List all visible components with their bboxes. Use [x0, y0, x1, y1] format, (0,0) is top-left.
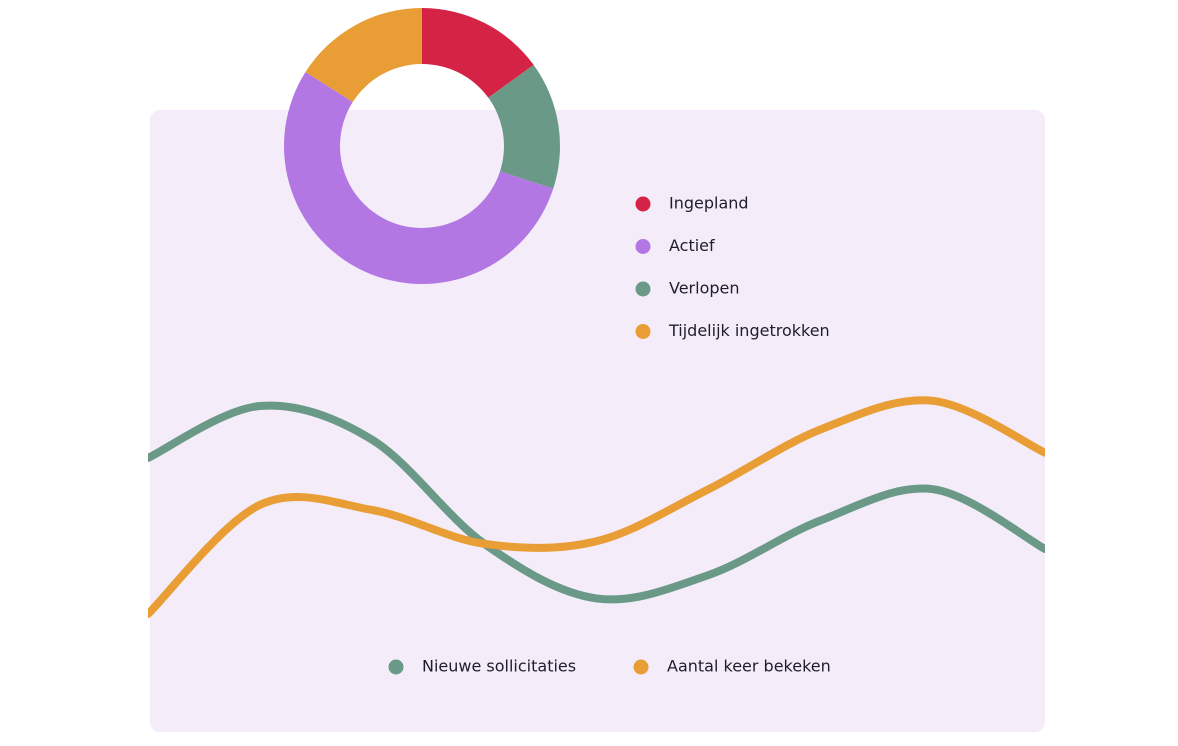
legend-marker — [635, 281, 651, 297]
plot-area — [148, 396, 1045, 618]
donut-slice — [283, 72, 554, 285]
donut-slice — [488, 64, 560, 189]
legend-marker — [633, 659, 649, 675]
legend-label: Aantal keer bekeken — [667, 657, 831, 676]
panel — [150, 110, 1045, 732]
legend-marker — [635, 239, 651, 254]
donut-slice — [422, 8, 534, 98]
donut-slice — [305, 8, 422, 103]
legend-label: Ingepland — [669, 194, 749, 213]
legend-label: Nieuwe sollicitaties — [422, 657, 576, 676]
legend-marker — [388, 659, 404, 675]
legend-marker — [635, 196, 651, 212]
legend-label: Tijdelijk ingetrokken — [668, 321, 830, 340]
legend-label: Actief — [669, 236, 715, 255]
line-series — [148, 396, 1045, 618]
legend-marker — [635, 324, 651, 339]
line-series — [148, 401, 1045, 604]
legend-label: Verlopen — [669, 279, 740, 298]
